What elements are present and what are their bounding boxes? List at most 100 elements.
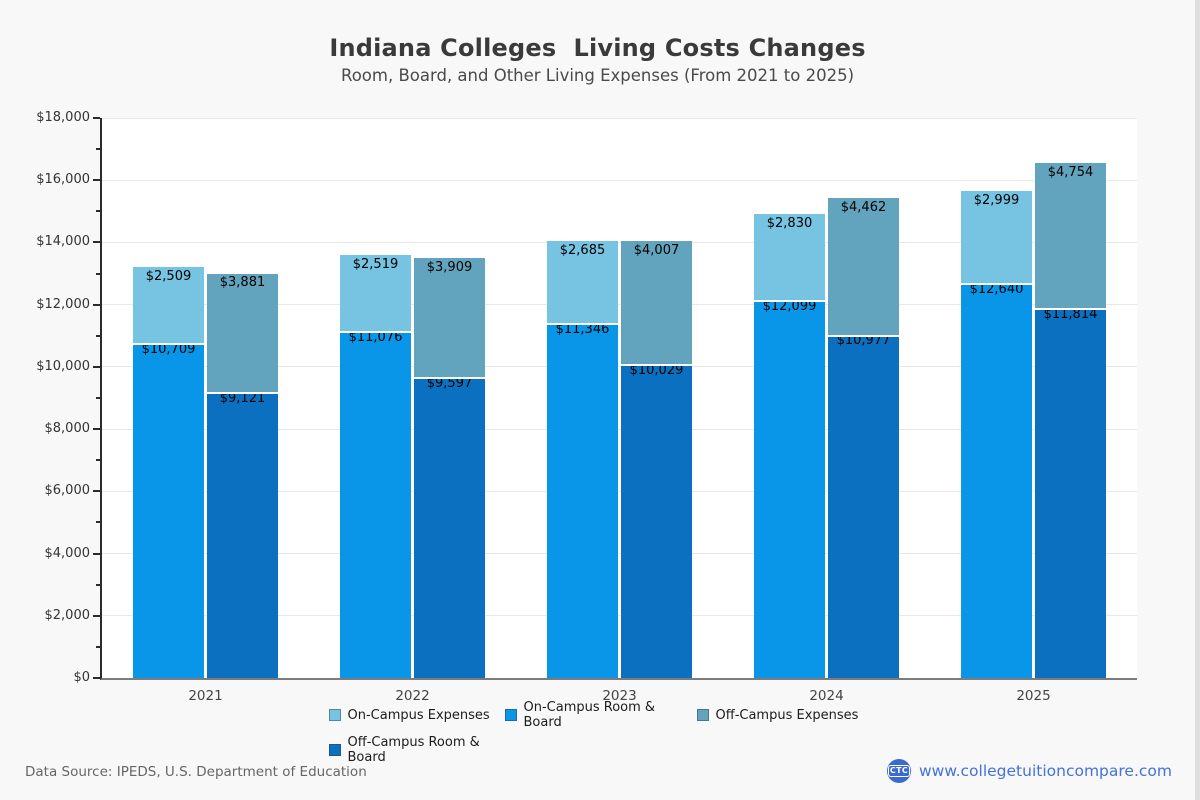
bar-segment: [754, 301, 825, 678]
bar-segment: [621, 366, 692, 678]
off-campus-bar: $10,977 $4,462: [828, 118, 899, 678]
y-gridline: [102, 366, 1137, 368]
y-gridline: [102, 428, 1137, 430]
x-axis-label-2024: 2024: [809, 688, 844, 704]
bar-segment: [547, 325, 618, 678]
bar-value-label: $9,597: [426, 376, 473, 392]
on-campus-bar: $12,099 $2,830: [754, 118, 825, 678]
x-axis-label-2021: 2021: [188, 688, 223, 704]
y-axis-major-tick: [93, 117, 100, 119]
y-gridline: [102, 553, 1137, 555]
y-axis-tick-label: $2,000: [44, 607, 91, 623]
bar-value-label: $4,462: [840, 199, 887, 215]
legend-swatch-icon: [328, 744, 341, 756]
y-axis-tick-label: $10,000: [36, 358, 90, 374]
bar-value-label: $2,509: [145, 268, 192, 284]
y-axis-major-tick: [93, 552, 100, 555]
bar-value-label: $10,029: [629, 362, 684, 378]
page-edge-strip: [1195, 0, 1200, 800]
legend: On-Campus Expenses On-Campus Room & Board…: [0, 700, 1195, 765]
site-url: www.collegetuitioncompare.com: [918, 762, 1172, 780]
y-axis-major-tick: [93, 677, 100, 679]
y-axis-tick-label: $14,000: [36, 234, 90, 250]
bar-segment: [414, 379, 485, 678]
off-campus-bar: $9,121 $3,881: [207, 118, 278, 678]
y-axis-major-tick: [93, 428, 100, 431]
x-axis-label-2023: 2023: [602, 688, 637, 704]
ctc-logo-icon: CTC: [886, 759, 911, 783]
y-axis-minor-tick: [96, 272, 100, 275]
y-axis-minor-tick: [96, 521, 100, 524]
legend-label: On-Campus Expenses: [347, 707, 490, 723]
bar-value-label: $12,099: [762, 298, 817, 314]
bar-group-2021: $10,709 $2,509 $9,121 $3,881: [102, 118, 309, 678]
bar-segment: [207, 273, 278, 395]
y-axis-minor-tick: [96, 210, 100, 213]
y-axis-tick-label: $4,000: [44, 545, 91, 561]
site-link[interactable]: CTC www.collegetuitioncompare.com: [886, 759, 1172, 783]
y-axis-tick-label: $0: [73, 670, 90, 685]
bar-value-label: $2,685: [559, 243, 606, 259]
bar-value-label: $11,814: [1043, 307, 1098, 323]
y-axis-major-tick: [93, 614, 100, 617]
y-axis-minor-tick: [96, 397, 100, 399]
on-campus-bar: $11,076 $2,519: [340, 118, 411, 678]
y-axis-major-tick: [93, 179, 100, 182]
bar-value-label: $10,977: [836, 333, 891, 349]
plot-area: $0 $2,000 $4,000 $6,000 $8,000 $10,000 $12,000…: [36, 110, 1137, 704]
bar-value-label: $2,830: [766, 215, 813, 231]
legend-swatch-icon: [696, 709, 709, 721]
chart-area: $0 $2,000 $4,000 $6,000 $8,000 $10,000 $12,000…: [36, 110, 1137, 704]
bar-segment: [340, 255, 411, 334]
bar-value-label: $11,076: [348, 330, 403, 346]
legend-label: Off-Campus Room & Board: [347, 735, 480, 765]
chart-subtitle: Room, Board, and Other Living Expenses (…: [340, 66, 855, 85]
y-axis-major-tick: [93, 241, 100, 244]
y-axis-minor-tick: [96, 148, 100, 151]
y-axis-tick-label: $6,000: [44, 483, 91, 499]
x-axis-label-2025: 2025: [1016, 688, 1051, 704]
legend-item: On-Campus Expenses: [328, 700, 505, 730]
bar-segment: [1035, 310, 1106, 678]
y-axis-tick-label: $12,000: [36, 296, 90, 312]
y-axis-tick-label: $16,000: [36, 172, 90, 188]
bar-segment: [340, 333, 411, 678]
bar-segment: [1035, 162, 1106, 311]
bar-segment: [828, 197, 899, 337]
data-source-note: Data Source: IPEDS, U.S. Department of E…: [25, 764, 367, 780]
bar-segment: [133, 344, 204, 678]
bar-segment: [547, 241, 618, 326]
y-axis-minor-tick: [96, 583, 100, 586]
bar-segment: [754, 213, 825, 302]
y-axis-minor-tick: [96, 334, 100, 337]
bar-segment: [207, 394, 278, 678]
y-axis-major-tick: [93, 365, 100, 368]
bar-segment: [133, 266, 204, 345]
bar-value-label: $9,121: [219, 391, 266, 407]
y-axis-minor-tick: [96, 645, 100, 648]
bar-value-label: $3,881: [219, 275, 266, 291]
y-gridline: [102, 490, 1137, 492]
legend-item: On-Campus Room & Board: [504, 700, 697, 730]
on-campus-bar: $11,346 $2,685: [547, 118, 618, 678]
y-gridline: [102, 241, 1137, 243]
bar-segment: [828, 336, 899, 678]
legend-item: Off-Campus Expenses: [696, 700, 867, 730]
bar-value-label: $2,999: [973, 193, 1020, 209]
legend-label: Off-Campus Expenses: [715, 707, 859, 723]
bar-segment: [414, 257, 485, 380]
off-campus-bar: $9,597 $3,909: [414, 118, 485, 678]
bar-group-2024: $12,099 $2,830 $10,977 $4,462: [723, 118, 930, 678]
y-gridline: [102, 615, 1137, 617]
y-axis-major-tick: [93, 303, 100, 306]
y-gridline: [102, 117, 1137, 119]
bar-value-label: $12,640: [969, 281, 1024, 297]
y-gridline: [102, 304, 1137, 306]
y-axis-minor-tick: [96, 459, 100, 462]
bar-value-label: $11,346: [555, 322, 610, 337]
off-campus-bar: $10,029 $4,007: [621, 118, 692, 678]
on-campus-bar: $10,709 $2,509: [133, 118, 204, 678]
legend-item: Off-Campus Room & Board: [328, 735, 505, 765]
bar-group-2022: $11,076 $2,519 $9,597 $3,909: [309, 118, 516, 678]
legend-label: On-Campus Room & Board: [523, 700, 656, 730]
